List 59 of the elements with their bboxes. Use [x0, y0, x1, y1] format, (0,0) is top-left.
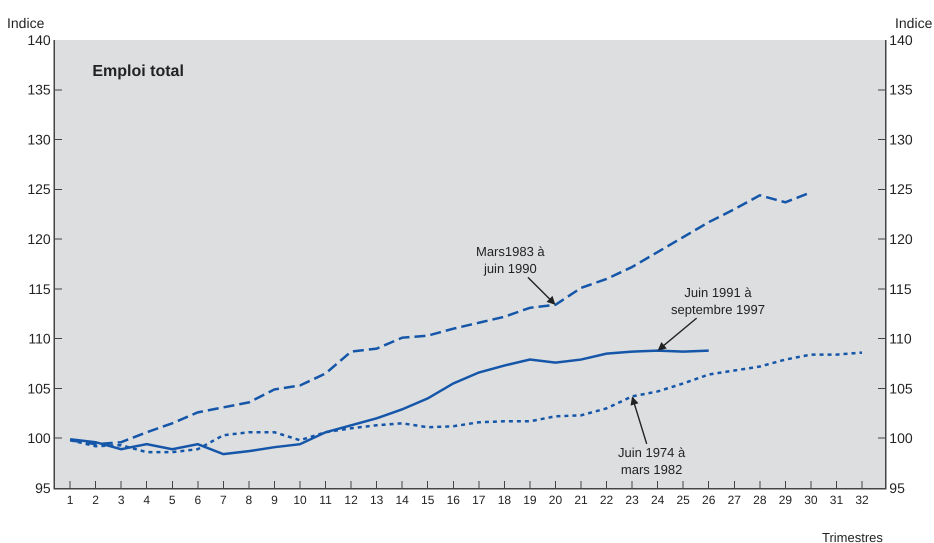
y-tick-label: 110	[28, 330, 51, 347]
text: Juin 1974 à mars 1982	[618, 445, 686, 477]
x-tick-label: 15	[421, 492, 435, 507]
x-tick-label: 5	[168, 492, 176, 507]
x-axis-title: Trimestres	[822, 530, 884, 543]
x-tick-label: 7	[220, 492, 228, 507]
x-tick-label: 20	[548, 492, 562, 507]
x-tick-label: 22	[600, 492, 614, 507]
x-tick-label: 30	[804, 492, 818, 507]
x-tick-label: 6	[194, 492, 202, 507]
x-tick-label: 11	[319, 492, 332, 507]
y2-axis-title: Indice	[895, 15, 933, 31]
text: Emploi total	[92, 63, 184, 80]
y2-tick-label: 115	[889, 280, 912, 297]
x-tick-label: 2	[92, 492, 100, 507]
y2-tick-label: 110	[889, 330, 912, 347]
x-tick-label: 23	[625, 492, 640, 507]
y2-tick-label: 95	[889, 480, 906, 496]
x-tick-label: 31	[830, 492, 844, 507]
x-tick-label: 32	[855, 492, 870, 507]
x-tick-label: 25	[676, 492, 690, 507]
text: Juin 1991 à septembre 1997	[671, 285, 765, 317]
y-tick-label: 140	[27, 32, 51, 48]
y-tick-label: 100	[27, 430, 51, 446]
y-tick-label: 135	[27, 82, 51, 98]
y2-tick-label: 130	[889, 131, 913, 148]
y-tick-label: 115	[28, 280, 51, 297]
x-tick-label: 12	[344, 492, 358, 507]
x-tick-label: 17	[472, 492, 486, 507]
x-tick-label: 9	[271, 492, 278, 507]
y-tick-label: 120	[27, 231, 51, 248]
x-tick-label: 26	[702, 492, 716, 507]
x-tick-label: 29	[778, 492, 792, 507]
y-tick-label: 130	[27, 131, 51, 148]
x-tick-label: 28	[753, 492, 767, 507]
x-tick-label: 18	[498, 492, 512, 507]
text: Mars1983 à juin 1990	[476, 244, 546, 276]
y2-tick-label: 105	[889, 380, 913, 396]
x-tick-label: 27	[728, 492, 742, 507]
y2-tick-label: 135	[889, 82, 913, 98]
y-tick-label: 105	[27, 380, 51, 396]
x-tick-label: 24	[650, 492, 665, 507]
y-tick-label: 125	[27, 181, 51, 198]
x-tick-label: 13	[370, 492, 384, 507]
x-tick-label: 1	[66, 492, 74, 507]
y-axis-title: Indice	[7, 15, 45, 31]
x-tick-label: 3	[118, 492, 125, 507]
y2-tick-label: 140	[889, 32, 913, 48]
x-tick-label: 16	[446, 492, 460, 507]
x-tick-label: 21	[574, 492, 588, 507]
x-tick-label: 4	[143, 492, 150, 507]
y2-tick-label: 100	[889, 430, 913, 446]
y-tick-label: 95	[35, 480, 51, 496]
x-tick-label: 10	[293, 492, 307, 507]
x-tick-label: 19	[523, 492, 537, 507]
y2-tick-label: 120	[889, 231, 913, 248]
x-tick-label: 8	[246, 492, 253, 507]
y2-tick-label: 125	[889, 181, 913, 198]
x-tick-label: 14	[395, 492, 410, 507]
